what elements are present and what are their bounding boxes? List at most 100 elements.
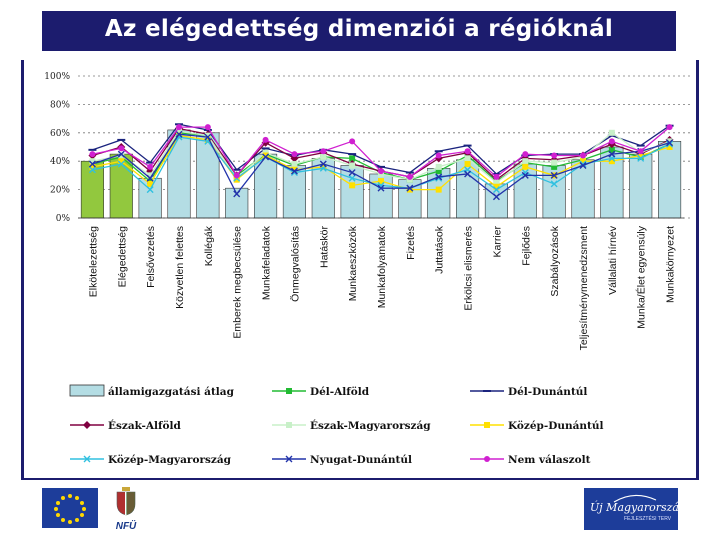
y-tick-label: 40% (50, 157, 70, 167)
data-point (522, 163, 529, 170)
data-point (146, 174, 154, 182)
data-point (176, 128, 182, 135)
data-point (291, 166, 298, 173)
x-tick-label: Szabályozások (549, 225, 561, 296)
data-point (262, 153, 270, 161)
data-point (378, 168, 384, 175)
legend-label: Közép-Magyarország (108, 454, 232, 466)
series-Közép-Magyarország (88, 133, 674, 194)
data-point (291, 161, 298, 168)
left-border (21, 60, 24, 480)
data-point (233, 176, 240, 183)
data-point (262, 152, 269, 159)
data-point (378, 178, 384, 185)
legend-label: Dél-Dunántúl (508, 386, 587, 398)
data-point (493, 173, 500, 180)
legend-label: Dél-Alföld (310, 386, 370, 398)
data-point (320, 148, 327, 155)
data-point (147, 172, 154, 179)
data-point (233, 172, 240, 179)
x-tick-label: Önmegvalósítás (289, 226, 301, 302)
series-Nyugat-Dunántúl (88, 130, 674, 201)
series-lines (88, 123, 674, 201)
x-tick-label: Munkakörnyezet (665, 226, 677, 303)
x-tick-label: Teljesítménymenedzsment (578, 226, 590, 350)
data-point (320, 163, 327, 170)
legend-item: Nem válaszolt (470, 454, 591, 466)
data-point (176, 132, 182, 139)
right-border (696, 60, 699, 480)
fejlesztesi-terv-text: FEJLESZTÉSI TERV (624, 516, 672, 522)
series-Közép-Dunántúl (89, 132, 673, 193)
data-point (290, 167, 298, 175)
data-point (233, 190, 241, 198)
x-tick-label: Hatáskör (318, 225, 330, 268)
coat-of-arms-logo: NFÜ (112, 486, 140, 532)
data-point (406, 173, 413, 180)
legend-label: Közép-Dunántúl (508, 420, 604, 432)
bar-Munka/Élet egyensúly (629, 153, 653, 219)
legend-item: Közép-Dunántúl (470, 420, 604, 432)
legend-label: Észak-Alföld (108, 418, 182, 432)
data-point (608, 138, 615, 145)
legend-item: Észak-Alföld (70, 418, 182, 432)
data-point (117, 160, 125, 168)
nfu-text: NFÜ (115, 521, 137, 532)
data-point (464, 155, 471, 162)
data-point (580, 158, 586, 165)
page-title: Az elégedettség dimenziói a régióknál (104, 16, 614, 42)
data-point (637, 154, 645, 162)
legend: államigazgatási átlag Dél-Alföld Dél-Dunán… (69, 384, 604, 466)
y-tick-label: 0% (56, 214, 71, 224)
data-point (117, 150, 125, 158)
y-axis-ticks: 0% 20% 40% 60% 80% 100% (44, 72, 70, 224)
data-point (204, 124, 211, 131)
data-point (204, 133, 212, 141)
bar-Munkakörnyezet (658, 141, 682, 219)
data-point (608, 158, 615, 165)
title-bar (42, 11, 676, 51)
legend-item: Dél-Alföld (272, 386, 370, 398)
x-tick-label: Karrier (491, 226, 503, 258)
x-tick-label: Emberek megbecsülése (232, 226, 244, 339)
data-point (176, 124, 182, 131)
data-point (118, 152, 125, 159)
y-tick-label: 20% (50, 186, 70, 196)
coat-of-arms-icon (116, 487, 136, 516)
data-point (435, 168, 442, 175)
data-point (349, 138, 356, 145)
legend-marker (83, 455, 91, 463)
data-point (89, 158, 96, 165)
data-point (291, 151, 298, 158)
legend-swatch (69, 384, 105, 397)
data-point (608, 150, 616, 158)
x-tick-label: Fizetés (405, 226, 417, 260)
data-point (435, 163, 442, 170)
data-point (550, 171, 558, 179)
arc-icon (613, 494, 657, 503)
x-tick-label: Elégedettség (116, 226, 128, 287)
data-point (551, 152, 558, 159)
x-tick-label: Erkölcsi elismerés (463, 226, 475, 311)
data-point (464, 161, 471, 168)
data-point (262, 136, 269, 143)
legend-marker (484, 456, 490, 462)
data-point (435, 152, 442, 159)
data-point (608, 129, 615, 136)
data-point (464, 148, 471, 155)
data-point (349, 182, 356, 189)
data-point (550, 180, 558, 188)
data-point (492, 193, 500, 201)
data-point (637, 148, 644, 155)
data-point (88, 160, 96, 168)
x-tick-label: Vállalati hírnév (607, 225, 619, 295)
legend-marker (286, 422, 292, 428)
legend-item: államigazgatási átlag (69, 384, 235, 398)
y-tick-label: 100% (44, 72, 70, 82)
uj-magyarorszag-logo: Új Magyarország FEJLESZTÉSI TERV (584, 488, 686, 530)
data-point (290, 154, 299, 163)
data-point (147, 180, 154, 187)
data-point (666, 138, 673, 145)
x-tick-label: Elkötelezettség (87, 226, 99, 297)
